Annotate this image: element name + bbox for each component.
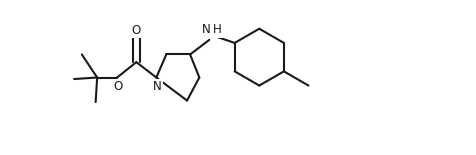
Text: N: N bbox=[152, 80, 161, 93]
Text: H: H bbox=[212, 23, 221, 36]
Text: O: O bbox=[113, 80, 122, 93]
Text: N: N bbox=[201, 23, 210, 36]
Text: O: O bbox=[131, 24, 141, 37]
